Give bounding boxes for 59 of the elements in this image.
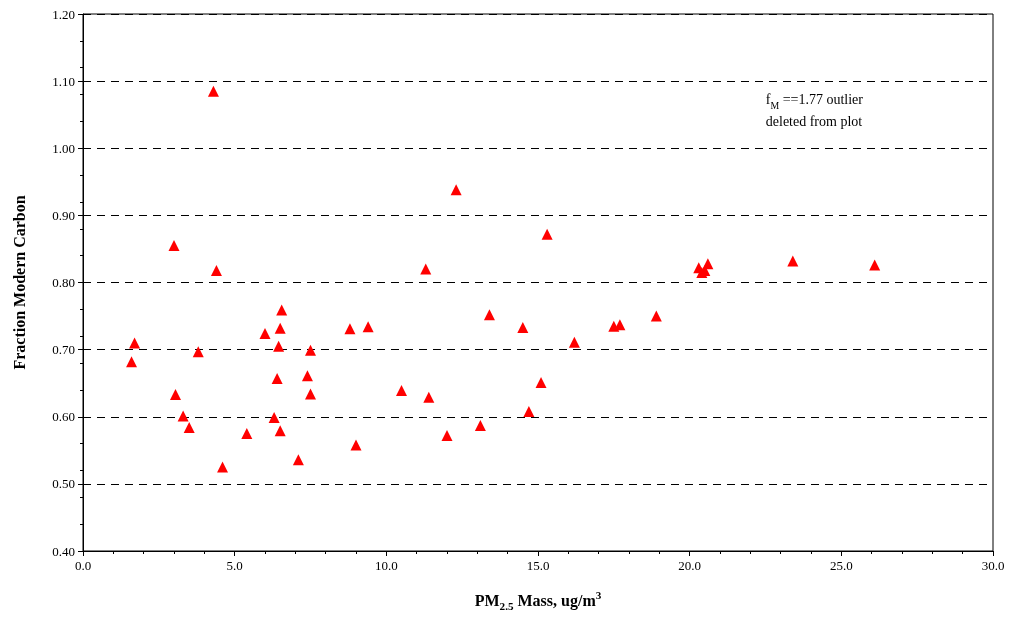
point [274,322,286,334]
point [126,356,138,368]
point [170,389,182,401]
point [183,421,195,433]
y-axis-title: Fraction Modern Carbon [10,195,28,370]
y-tick-label: 1.20 [52,6,75,22]
point [568,336,580,348]
x-tick-label: 5.0 [226,558,243,573]
x-tick-label: 15.0 [526,558,550,573]
point [217,461,229,473]
y-tick-label: 0.40 [52,543,75,559]
point [441,430,453,442]
point [787,255,799,267]
point [423,391,435,403]
point [396,385,407,397]
point [523,405,535,417]
point [650,310,662,322]
x-tick-label: 0.0 [74,558,92,573]
point [177,410,189,422]
point [305,344,316,356]
point [292,454,304,466]
point [305,388,316,400]
point [608,320,620,332]
y-tick-label: 0.80 [52,275,75,290]
point [869,259,881,271]
y-tick-label: 0.90 [52,207,75,223]
point [344,323,356,335]
point [420,263,432,275]
point [274,425,286,437]
point [241,428,253,440]
x-tick-label: 30.0 [981,558,1005,573]
point [210,264,222,276]
point [702,258,714,270]
point [350,439,362,451]
y-tick-label: 0.60 [52,409,75,425]
point [268,411,280,423]
point [192,346,204,358]
y-tick-label: 1.00 [52,140,75,156]
point [259,328,271,340]
point [541,228,553,240]
y-tick-label: 0.50 [52,476,75,492]
point [362,321,374,333]
point [535,377,547,389]
point [483,309,495,321]
point [474,419,486,431]
point [271,372,283,384]
x-tick-label: 10.0 [374,558,398,573]
x-tick-label: 25.0 [829,558,853,573]
point [301,370,313,382]
point [168,240,180,252]
x-tick-label: 20.0 [678,558,702,573]
y-tick-label: 1.10 [52,73,75,89]
point [207,85,219,97]
point [273,340,285,352]
point [276,304,288,316]
point [129,337,141,349]
point [450,184,462,196]
point [517,321,529,333]
y-tick-label: 0.70 [52,342,75,358]
